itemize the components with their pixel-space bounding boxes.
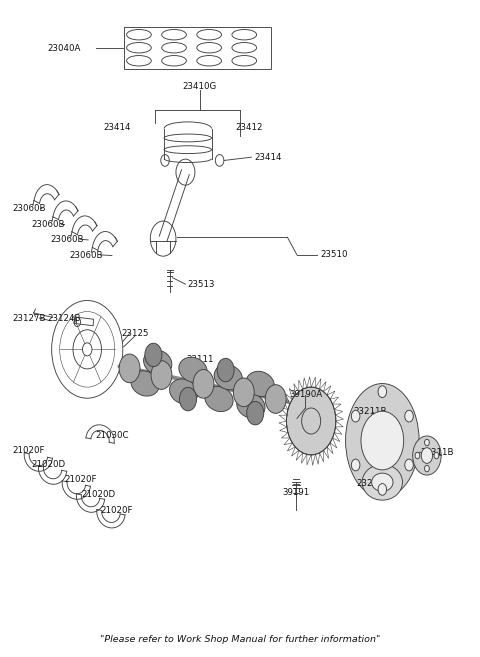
Ellipse shape	[169, 379, 198, 404]
Text: 23414: 23414	[103, 124, 131, 132]
Bar	[74, 317, 94, 326]
Circle shape	[233, 378, 254, 407]
Text: 39191: 39191	[282, 488, 310, 497]
Text: 23414: 23414	[254, 152, 282, 162]
Circle shape	[351, 410, 360, 422]
Text: 21020F: 21020F	[12, 447, 45, 455]
Text: 21030C: 21030C	[96, 432, 129, 440]
Ellipse shape	[205, 386, 233, 411]
Circle shape	[413, 436, 441, 475]
Circle shape	[378, 386, 386, 397]
Circle shape	[351, 459, 360, 471]
Ellipse shape	[144, 350, 172, 375]
Text: "Please refer to Work Shop Manual for further information": "Please refer to Work Shop Manual for fu…	[100, 635, 380, 645]
Bar	[124, 27, 271, 69]
Ellipse shape	[179, 357, 207, 382]
Text: 21020D: 21020D	[31, 459, 65, 468]
Circle shape	[405, 410, 413, 422]
Text: 23060B: 23060B	[31, 220, 65, 229]
Text: 21020D: 21020D	[81, 490, 115, 499]
Circle shape	[424, 440, 429, 445]
Text: 23410G: 23410G	[182, 81, 217, 91]
Text: 23060B: 23060B	[50, 235, 84, 244]
Text: 23211B: 23211B	[354, 407, 387, 417]
Ellipse shape	[362, 464, 403, 500]
Ellipse shape	[246, 371, 274, 396]
Text: 23111: 23111	[186, 355, 214, 363]
Circle shape	[145, 343, 162, 367]
Circle shape	[151, 361, 172, 390]
Circle shape	[378, 484, 386, 495]
Ellipse shape	[346, 384, 419, 497]
Text: 23060B: 23060B	[12, 204, 46, 213]
Text: 23125: 23125	[121, 329, 148, 338]
Text: 23412: 23412	[235, 124, 263, 132]
Circle shape	[193, 369, 214, 398]
Text: 23124B: 23124B	[48, 313, 81, 323]
Text: 23226B: 23226B	[356, 479, 390, 488]
Circle shape	[421, 447, 432, 463]
Ellipse shape	[214, 365, 242, 390]
Circle shape	[415, 452, 420, 459]
Circle shape	[180, 388, 197, 411]
Circle shape	[119, 354, 140, 383]
Circle shape	[424, 465, 429, 472]
Text: 21020F: 21020F	[100, 507, 132, 515]
Ellipse shape	[237, 393, 265, 419]
Text: 23513: 23513	[188, 281, 216, 289]
Text: 21020F: 21020F	[64, 475, 97, 484]
Text: 23060B: 23060B	[69, 251, 103, 260]
Text: 23510: 23510	[321, 250, 348, 260]
Circle shape	[247, 401, 264, 425]
Circle shape	[217, 358, 234, 382]
Circle shape	[361, 411, 404, 470]
Circle shape	[405, 459, 413, 471]
Circle shape	[287, 387, 336, 455]
Text: 39190A: 39190A	[289, 390, 322, 399]
Ellipse shape	[131, 371, 159, 396]
Text: 23040A: 23040A	[48, 44, 81, 53]
Circle shape	[265, 384, 286, 413]
Text: 23127B: 23127B	[12, 313, 46, 323]
Text: 23311B: 23311B	[420, 448, 454, 457]
Ellipse shape	[372, 473, 393, 491]
Circle shape	[434, 452, 439, 459]
